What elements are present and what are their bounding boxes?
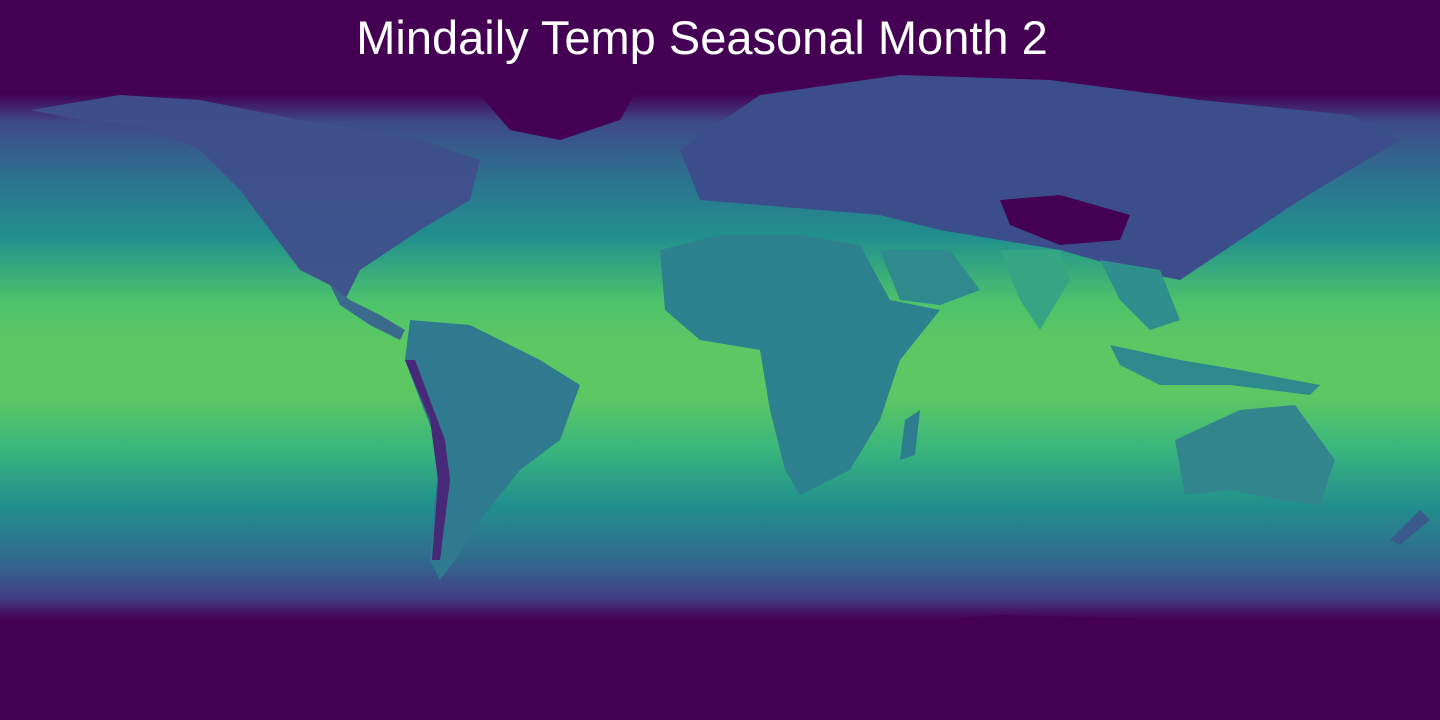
india bbox=[1000, 250, 1070, 330]
europe-asia bbox=[680, 75, 1400, 280]
greenland bbox=[480, 70, 640, 140]
indonesia bbox=[1110, 345, 1320, 395]
north-america bbox=[30, 95, 480, 300]
australia bbox=[1175, 405, 1335, 505]
south-america bbox=[405, 320, 580, 580]
andes bbox=[405, 360, 450, 560]
africa bbox=[660, 235, 940, 495]
central-america bbox=[330, 285, 405, 340]
tibetan-plateau bbox=[1000, 195, 1130, 245]
map-title: Mindaily Temp Seasonal Month 2 bbox=[356, 11, 1048, 64]
arabia bbox=[880, 250, 980, 305]
new-zealand bbox=[1390, 510, 1430, 545]
southeast-asia bbox=[1100, 260, 1180, 330]
madagascar bbox=[900, 410, 920, 460]
antarctica bbox=[0, 615, 1440, 720]
land-masses bbox=[0, 70, 1440, 720]
